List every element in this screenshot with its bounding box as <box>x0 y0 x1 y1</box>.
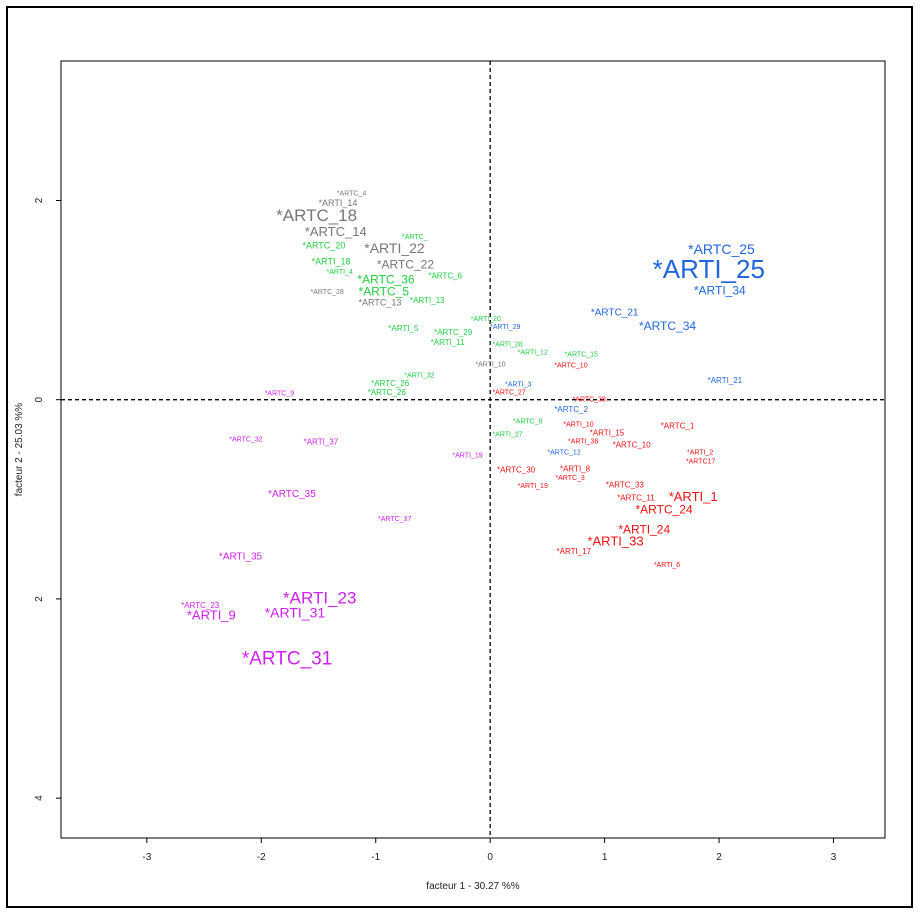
point-label: *ARTI_3 <box>505 382 531 389</box>
point-label: *ARTC_32 <box>229 436 262 443</box>
point-label: *ARTC_31 <box>242 649 332 670</box>
point-label: *ARTC_29 <box>434 328 473 337</box>
point-label: *ARTC17 <box>686 458 716 465</box>
point-label: *ARTI_33 <box>587 534 643 549</box>
point-label: *ARTC_25 <box>688 241 755 257</box>
point-label: *ARTI_14 <box>319 198 358 208</box>
point-label: *ARTC_23 <box>181 601 220 610</box>
y-tick-label: 0 <box>34 396 45 402</box>
x-axis: -3 -2 -1 0 1 2 3 <box>142 838 837 863</box>
point-label: *ARTI_11 <box>431 338 465 347</box>
point-label: *ARTC_21 <box>591 308 639 319</box>
y-tick-label: 4 <box>34 795 45 801</box>
point-label: *ARTC_14 <box>305 224 367 239</box>
point-label: *ARTC_26 <box>368 388 407 397</box>
point-label: *ARTC_2 <box>554 405 588 414</box>
point-label: *ARTC_37 <box>378 516 411 523</box>
point-label: *ARTI_19 <box>452 452 482 459</box>
point-label: *ARTI_9 <box>187 607 236 622</box>
point-label: *ARTI_12 <box>518 350 548 357</box>
point-label: *ARTI_34 <box>694 283 746 297</box>
x-tick-label: -1 <box>371 852 380 863</box>
point-labels: *ARTC_4*ARTI_14*ARTC_18*ARTC_14*ARTI_22*… <box>181 190 765 669</box>
point-label: *ARTC_5 <box>359 284 410 298</box>
x-tick-label: 2 <box>716 852 722 863</box>
point-label: *ARTC_10 <box>554 363 587 370</box>
point-label: *ARTC_33 <box>606 480 645 489</box>
point-label: *ARTC_4 <box>337 190 367 197</box>
point-label: *ARTC_ <box>402 234 428 241</box>
point-label: *ARTI_20 <box>471 316 501 323</box>
point-label: *ARTC_8 <box>513 418 543 425</box>
x-tick-label: 1 <box>602 852 608 863</box>
point-label: *ARTC_6 <box>428 271 462 280</box>
point-label: *ARTC_38 <box>573 397 606 404</box>
point-label: *ARTC_27 <box>492 390 525 397</box>
point-label: *ARTI_6 <box>654 562 680 569</box>
y-axis-title: facteur 2 - 25.03 %% <box>14 403 25 496</box>
point-label: *ARTI_21 <box>708 376 743 385</box>
point-label: *ARTI_10 <box>475 362 505 369</box>
point-label: *ARTI_23 <box>283 588 356 607</box>
x-tick-label: -2 <box>257 852 266 863</box>
point-label: *ARTC_34 <box>639 319 696 333</box>
point-label: *ARTC_35 <box>268 489 316 500</box>
reference-lines <box>61 61 885 838</box>
point-label: *ARTC_11 <box>617 493 655 502</box>
point-label: *ARTC_28 <box>310 289 343 296</box>
point-label: *ARTC_30 <box>497 466 536 475</box>
point-label: *ARTI_10 <box>563 421 593 428</box>
point-label: *ARTI_13 <box>410 296 445 305</box>
plot-area <box>60 60 886 839</box>
point-label: *ARTI_17 <box>557 547 592 556</box>
point-label: *ARTI_8 <box>560 465 591 474</box>
point-label: *ARTI_25 <box>653 254 765 284</box>
point-label: *ARTC_26 <box>371 379 410 388</box>
x-tick-label: -3 <box>142 852 151 863</box>
point-label: *ARTI_19 <box>518 483 548 490</box>
point-label: *ARTC_10 <box>613 441 652 450</box>
y-tick-label: 2 <box>34 596 45 602</box>
point-label: *ARTC_9 <box>265 391 295 398</box>
point-label: *ARTC_3 <box>555 475 585 482</box>
point-label: *ARTI_37 <box>304 438 339 447</box>
point-label: *ARTC_1 <box>661 422 695 431</box>
point-label: *ARTI_1 <box>669 489 718 504</box>
x-tick-label: 3 <box>831 852 837 863</box>
point-label: *ARTI_32 <box>404 373 434 380</box>
point-label: *ARTC_24 <box>636 502 693 516</box>
figure-frame <box>6 6 913 908</box>
point-label: *ARTI_4 <box>327 269 353 276</box>
point-label: *ARTC_36 <box>357 272 414 286</box>
point-label: *ARTI_22 <box>364 240 425 256</box>
point-label: *ARTI_38 <box>568 438 598 445</box>
point-label: *ARTI_18 <box>312 257 351 267</box>
point-label: *ARTI_31 <box>265 605 326 621</box>
y-tick-label: 2 <box>34 197 45 203</box>
point-label: *ARTC_20 <box>302 241 345 251</box>
point-label: *ARTC_18 <box>276 206 357 225</box>
point-label: *ARTI_2 <box>687 449 713 456</box>
point-label: *ARTI_28 <box>492 342 522 349</box>
point-label: *ARTC_22 <box>377 257 434 271</box>
point-label: *ARTI_24 <box>618 522 670 536</box>
x-axis-title: facteur 1 - 30.27 %% <box>426 881 519 892</box>
point-label: *ARTC_13 <box>359 297 402 307</box>
point-label: *ARTI_29 <box>490 324 520 331</box>
point-label: *ARTI_15 <box>590 429 625 438</box>
point-label: *ARTI_5 <box>388 324 419 333</box>
point-label: *ARTI_27 <box>492 431 522 438</box>
point-label: *ARTC_15 <box>565 352 598 359</box>
point-label: *ARTI_35 <box>219 552 263 563</box>
x-tick-label: 0 <box>487 852 493 863</box>
point-label: *ARTC_12 <box>547 449 580 456</box>
